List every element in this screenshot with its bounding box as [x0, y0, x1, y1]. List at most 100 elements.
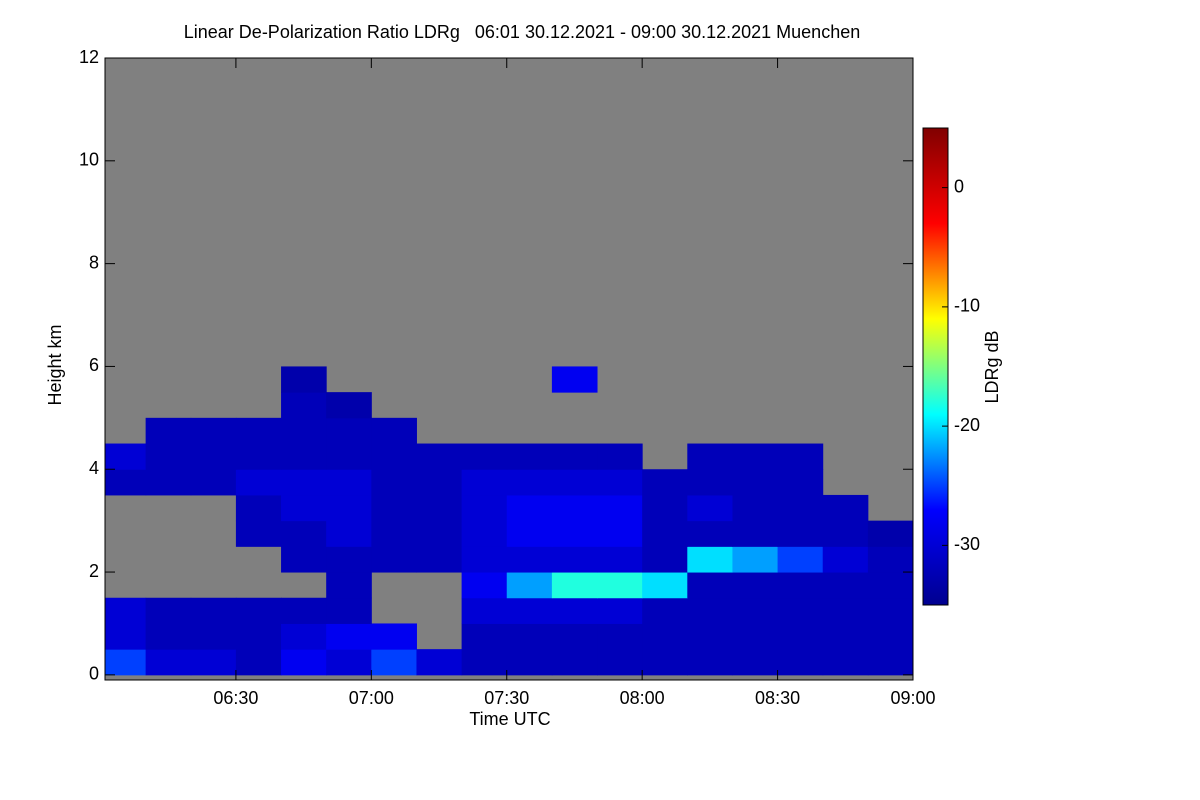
heatmap-cell	[235, 469, 282, 496]
heatmap-cell	[326, 520, 372, 547]
heatmap-cell	[687, 597, 733, 624]
heatmap-cell	[281, 469, 327, 496]
heatmap-cell	[371, 520, 417, 547]
heatmap-cell	[326, 494, 372, 522]
heatmap-cell	[777, 597, 824, 624]
heatmap-cell	[281, 494, 327, 522]
heatmap-cell	[326, 469, 372, 496]
heatmap-cell	[687, 520, 733, 547]
heatmap-cell	[281, 546, 327, 573]
heatmap-cell	[461, 469, 508, 496]
heatmap-cell	[642, 623, 688, 650]
heatmap-cell	[105, 443, 147, 470]
y-tick-label: 8	[89, 252, 99, 272]
heatmap-cell	[551, 520, 598, 547]
heatmap-cell	[506, 520, 553, 547]
heatmap-cell	[281, 597, 327, 624]
heatmap-cell	[326, 417, 372, 445]
heatmap-cell	[281, 520, 327, 547]
heatmap-cell	[506, 443, 553, 470]
heatmap-cell	[642, 494, 688, 522]
colorbar	[922, 127, 949, 606]
heatmap-cell	[416, 546, 463, 573]
heatmap-cell	[416, 443, 463, 470]
heatmap-cell	[687, 649, 733, 676]
heatmap-cell	[597, 494, 643, 522]
heatmap-cell	[461, 546, 508, 573]
heatmap-cell	[235, 649, 282, 676]
heatmap-cell	[732, 623, 779, 650]
heatmap-cell	[371, 649, 417, 676]
heatmap-cell	[551, 597, 598, 624]
heatmap-cell	[145, 623, 192, 650]
heatmap-cell	[416, 649, 463, 676]
heatmap-cell	[551, 366, 598, 393]
heatmap-cell	[732, 469, 779, 496]
colorbar-tick-label: -30	[954, 534, 980, 554]
heatmap-cell	[235, 443, 282, 470]
heatmap-cell	[777, 572, 824, 599]
heatmap-cell	[235, 494, 282, 522]
heatmap-cell	[642, 520, 688, 547]
heatmap-cell	[416, 520, 463, 547]
heatmap-cell	[822, 572, 869, 599]
heatmap-cell	[506, 597, 553, 624]
heatmap-cell	[642, 597, 688, 624]
heatmap-cell	[105, 649, 147, 676]
heatmap-cell	[326, 392, 372, 419]
heatmap-cell	[642, 649, 688, 676]
heatmap-cell	[416, 494, 463, 522]
heatmap-cell	[867, 572, 914, 599]
y-tick-label: 12	[79, 47, 99, 67]
heatmap-cell	[235, 597, 282, 624]
heatmap-cell	[326, 443, 372, 470]
colorbar-label: LDRg dB	[982, 330, 1002, 403]
heatmap-cell	[732, 546, 779, 573]
chart-title: Linear De-Polarization Ratio LDRg 06:01 …	[184, 22, 860, 42]
heatmap-cell	[732, 597, 779, 624]
x-axis-label: Time UTC	[469, 709, 550, 729]
heatmap-cell	[326, 597, 372, 624]
heatmap-cell	[190, 649, 237, 676]
colorbar-tick-label: -20	[954, 415, 980, 435]
heatmap-cell	[371, 417, 417, 445]
heatmap-cell	[822, 520, 869, 547]
x-tick-label: 08:30	[755, 688, 800, 708]
x-tick-label: 06:30	[213, 688, 258, 708]
heatmap-cell	[190, 623, 237, 650]
heatmap-cell	[597, 572, 643, 599]
heatmap-cell	[687, 443, 733, 470]
heatmap-cell	[371, 469, 417, 496]
x-tick-label: 07:00	[349, 688, 394, 708]
heatmap-cell	[371, 494, 417, 522]
x-tick-label: 07:30	[484, 688, 529, 708]
heatmap-cell	[281, 392, 327, 419]
heatmap-cell	[867, 649, 914, 676]
heatmap-cell	[687, 572, 733, 599]
heatmap-cell	[867, 546, 914, 573]
heatmap-cell	[642, 572, 688, 599]
heatmap-cell	[551, 546, 598, 573]
heatmap-cell	[777, 649, 824, 676]
heatmap-cell	[732, 443, 779, 470]
heatmap-cell	[461, 649, 508, 676]
heatmap-cell	[326, 572, 372, 599]
heatmap-cell	[867, 623, 914, 650]
heatmap-cell	[461, 597, 508, 624]
heatmap-cell	[326, 623, 372, 650]
heatmap-cell	[822, 546, 869, 573]
heatmap-cell	[777, 623, 824, 650]
heatmap-cell	[597, 520, 643, 547]
heatmap-cell	[777, 546, 824, 573]
heatmap-cell	[597, 469, 643, 496]
heatmap-cell	[867, 597, 914, 624]
heatmap-cell	[105, 597, 147, 624]
heatmap-cell	[732, 572, 779, 599]
plot-frame	[104, 57, 914, 681]
heatmap-cell	[506, 623, 553, 650]
y-axis-label: Height km	[45, 324, 65, 405]
heatmap-cell	[551, 469, 598, 496]
heatmap-cell	[822, 494, 869, 522]
